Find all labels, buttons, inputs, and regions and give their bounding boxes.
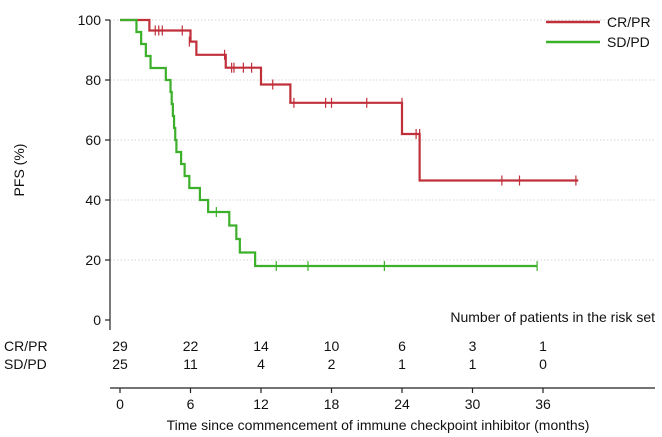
risk-row-label-cr-pr: CR/PR [4,338,48,354]
risk-count-cr-pr: 14 [253,338,269,354]
risk-table-title: Number of patients in the risk set [450,309,655,325]
risk-count-cr-pr: 22 [183,338,199,354]
y-axis-ticks: 0 20 40 60 80 100 [78,12,110,328]
risk-count-cr-pr: 1 [539,338,547,354]
risk-count-sd-pd: 25 [112,356,128,372]
x-tick-label-0: 0 [116,396,124,412]
legend-label-sd-pd: SD/PD [607,34,650,50]
y-tick-label-20: 20 [85,252,101,268]
y-tick-label-40: 40 [85,192,101,208]
y-tick-label-0: 0 [93,312,101,328]
risk-count-sd-pd: 0 [539,356,547,372]
x-axis-ticks: 0 6 12 18 24 30 36 [116,388,551,412]
risk-count-sd-pd: 4 [257,356,265,372]
y-tick-label-80: 80 [85,72,101,88]
legend: CR/PR SD/PD [546,14,651,50]
risk-count-cr-pr: 10 [324,338,340,354]
plot-series [120,18,579,271]
risk-count-sd-pd: 2 [328,356,336,372]
y-axis-label: PFS (%) [11,144,27,197]
grid [110,19,655,261]
risk-count-sd-pd: 1 [469,356,477,372]
y-tick-label-60: 60 [85,132,101,148]
x-tick-label-30: 30 [465,396,481,412]
x-tick-label-12: 12 [253,396,269,412]
series-line-sd-pd [120,18,538,268]
risk-table: Number of patients in the risk set CR/PR 2… [4,309,655,372]
risk-count-cr-pr: 6 [398,338,406,354]
risk-row-label-sd-pd: SD/PD [4,356,47,372]
x-tick-label-18: 18 [324,396,340,412]
legend-label-cr-pr: CR/PR [607,14,651,30]
risk-count-sd-pd: 1 [398,356,406,372]
x-tick-label-36: 36 [535,396,551,412]
risk-count-sd-pd: 11 [183,356,198,372]
risk-count-cr-pr: 29 [112,338,128,354]
y-tick-label-100: 100 [78,12,102,28]
x-tick-label-6: 6 [187,396,195,412]
x-axis-label: Time since commencement of immune checkp… [167,417,590,433]
risk-count-cr-pr: 3 [469,338,477,354]
x-tick-label-24: 24 [394,396,410,412]
